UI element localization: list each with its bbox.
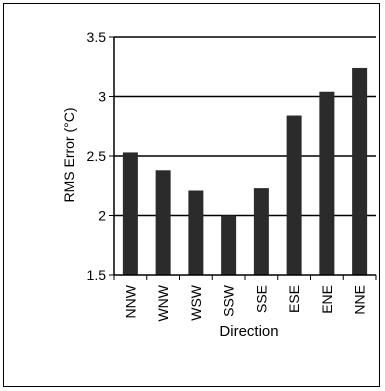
bar-nnw xyxy=(122,152,138,275)
bars xyxy=(122,67,368,276)
y-tick-labels: 1.5 2 2.5 3 3.5 xyxy=(87,29,107,283)
bar-wsw xyxy=(188,190,204,275)
bar-ese xyxy=(286,115,302,275)
x-tick-label: NNW xyxy=(122,284,138,318)
y-axis-label: RMS Error (°C) xyxy=(61,107,77,202)
bar-ssw xyxy=(221,215,237,275)
bar-sse xyxy=(253,188,269,275)
bar-ene xyxy=(319,91,335,276)
y-tick-label: 2 xyxy=(98,208,106,224)
y-tick-label: 2.5 xyxy=(87,148,107,164)
x-tick-label: NNE xyxy=(352,285,368,315)
bar-wnw xyxy=(155,170,171,275)
x-tick-label: WNW xyxy=(155,284,171,321)
x-tick-label: ESE xyxy=(286,285,302,313)
y-tick-label: 1.5 xyxy=(87,267,107,283)
x-tick-label: SSW xyxy=(221,284,237,317)
y-tick-label: 3 xyxy=(98,89,106,105)
y-tick-label: 3.5 xyxy=(87,29,107,45)
bar-nne xyxy=(352,67,368,275)
axes xyxy=(109,36,377,280)
x-tick-label: ENE xyxy=(319,285,335,314)
x-tick-label: SSE xyxy=(253,285,269,313)
x-axis-label: Direction xyxy=(219,323,278,340)
x-tick-label: WSW xyxy=(188,284,204,321)
gridlines xyxy=(114,36,376,217)
x-tick-labels: NNW WNW WSW SSW SSE ESE ENE NNE xyxy=(122,284,367,321)
